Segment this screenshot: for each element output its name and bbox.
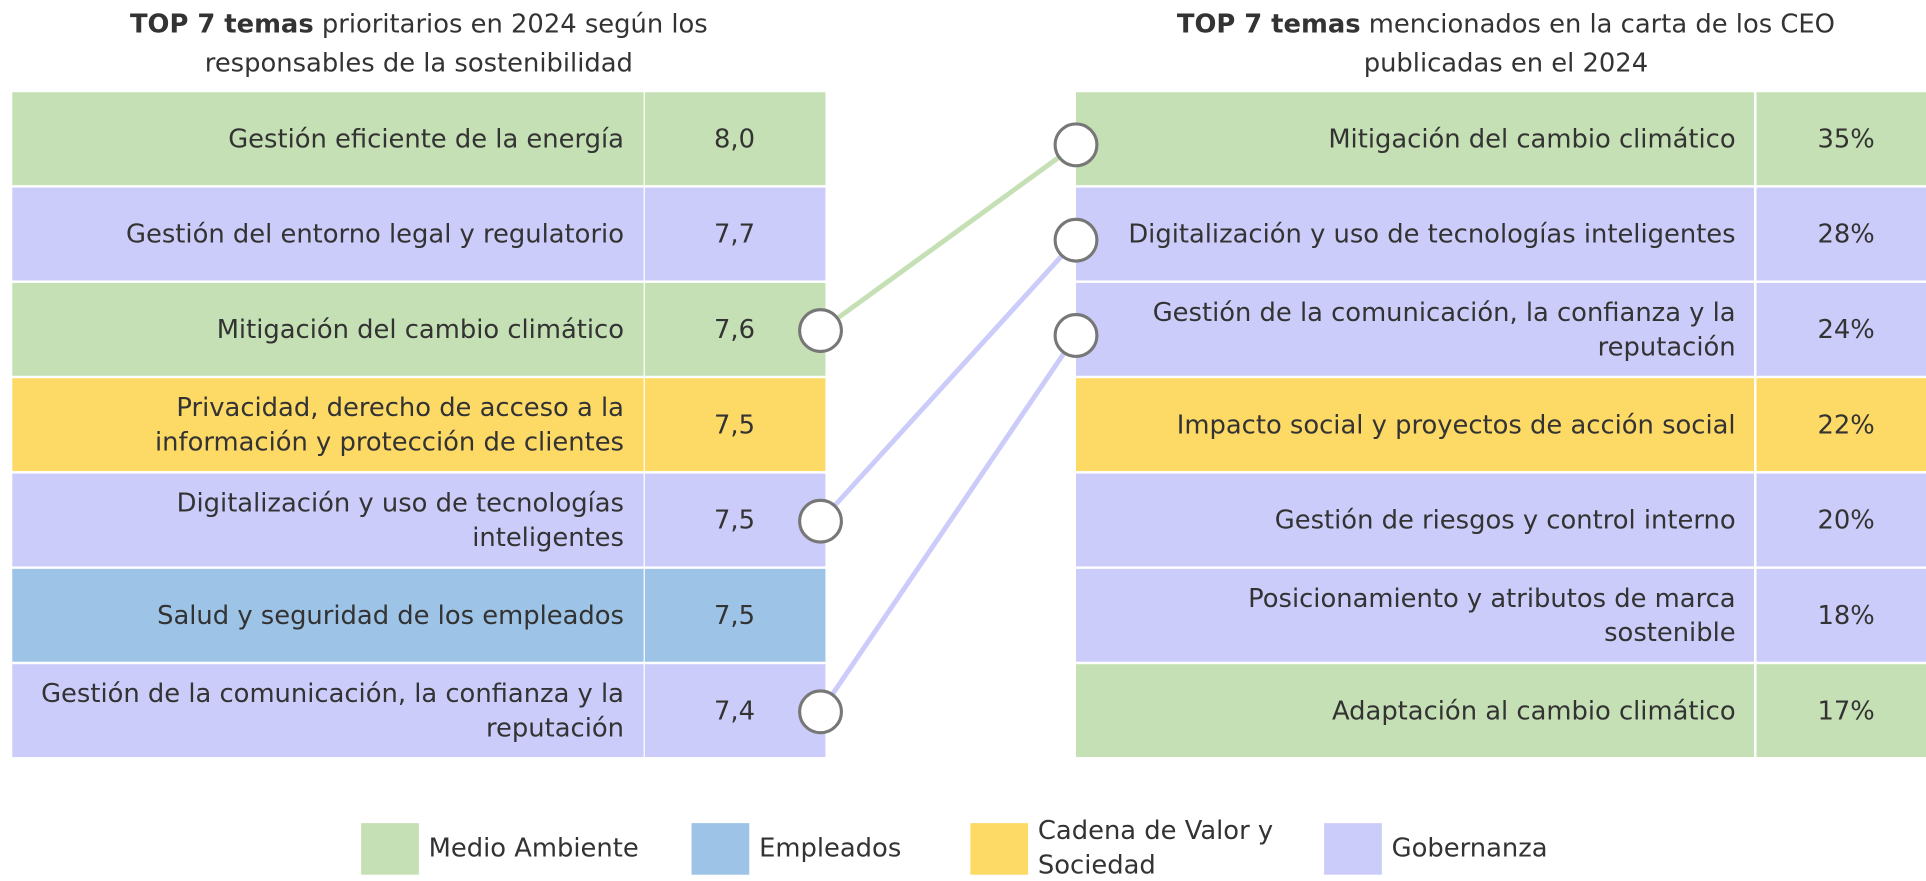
legend-label: Empleados <box>759 833 901 863</box>
row-value-cell <box>644 187 826 281</box>
legend-swatch <box>1324 823 1382 875</box>
row-label-cell <box>1076 568 1755 662</box>
row-value-cell <box>644 473 826 567</box>
row-value: 28% <box>1818 220 1875 250</box>
row-label: reputación <box>1598 332 1736 362</box>
row-label: Digitalización y uso de tecnologías inte… <box>1128 220 1735 250</box>
row-label: inteligentes <box>472 523 624 553</box>
row-value-cell <box>1756 664 1926 758</box>
row-value: 7,7 <box>714 220 755 250</box>
row-label: Mitigación del cambio climático <box>1328 124 1735 154</box>
row-label-cell <box>12 187 644 281</box>
link-node <box>1053 122 1099 168</box>
link-node <box>798 689 843 735</box>
table-title: publicadas en el 2024 <box>1364 49 1648 79</box>
row-label-cell <box>1076 187 1755 281</box>
row-value-cell <box>644 568 826 662</box>
row-value: 18% <box>1818 601 1875 631</box>
table-title: TOP 7 temas mencionados en la carta de l… <box>1177 9 1835 39</box>
legend-swatch <box>691 823 750 875</box>
row-label: reputación <box>486 714 624 744</box>
row-label: Salud y seguridad de los empleados <box>157 601 624 631</box>
title-text: prioritarios en 2024 según los <box>322 9 708 39</box>
row-label: Gestión eficiente de la energía <box>228 124 624 154</box>
row-value-cell <box>1756 378 1926 472</box>
legend-label: Gobernanza <box>1392 833 1548 863</box>
row-value-cell <box>1756 92 1926 186</box>
link-node <box>1053 313 1099 358</box>
row-label: Adaptación al cambio climático <box>1332 696 1736 726</box>
link-line <box>818 238 1078 523</box>
row-value-cell <box>1756 282 1926 376</box>
title-bold: TOP 7 temas <box>1177 9 1361 39</box>
row-value: 22% <box>1818 410 1875 440</box>
link-node <box>798 498 843 544</box>
table-title: TOP 7 temas prioritarios en 2024 según l… <box>130 9 708 39</box>
row-label-cell <box>1076 92 1755 186</box>
row-label: Posicionamiento y atributos de marca <box>1248 584 1735 614</box>
row-label-cell <box>1076 473 1755 567</box>
row-value: 17% <box>1818 696 1875 726</box>
row-value: 24% <box>1818 315 1875 345</box>
row-label-cell <box>12 282 644 376</box>
link-node <box>1053 217 1099 263</box>
row-value: 8,0 <box>714 124 755 154</box>
row-label: Digitalización y uso de tecnologías <box>177 489 624 519</box>
row-label: Gestión del entorno legal y regulatorio <box>126 220 624 250</box>
row-label-cell <box>12 568 644 662</box>
row-label: información y protección de clientes <box>155 428 624 458</box>
row-value-cell <box>1756 187 1926 281</box>
row-label: Mitigación del cambio climático <box>217 315 624 345</box>
link-line <box>819 142 1078 333</box>
row-label: Gestión de la comunicación, la confianza… <box>1153 298 1736 328</box>
link-line <box>818 334 1079 714</box>
row-value-cell <box>1756 568 1926 662</box>
row-label: Gestión de la comunicación, la confianza… <box>41 679 624 709</box>
row-value-cell <box>644 282 826 376</box>
row-label-cell <box>12 473 644 567</box>
row-label: sostenible <box>1604 618 1736 648</box>
row-value: 7,5 <box>714 410 755 440</box>
row-label-cell <box>1076 664 1755 758</box>
row-label-cell <box>12 664 644 758</box>
row-value-cell <box>1756 473 1926 567</box>
legend-label: Cadena de Valor y <box>1038 816 1273 846</box>
row-value: 7,5 <box>714 601 755 631</box>
legend-label: Sociedad <box>1038 851 1156 881</box>
row-value: 7,6 <box>714 315 755 345</box>
legend-swatch <box>361 823 419 875</box>
row-label-cell <box>12 92 644 186</box>
row-label: Impacto social y proyectos de acción soc… <box>1177 410 1736 440</box>
row-label: Privacidad, derecho de acceso a la <box>176 393 624 423</box>
link-node <box>798 308 843 353</box>
row-value: 7,5 <box>714 506 755 536</box>
legend-swatch <box>970 823 1029 875</box>
row-value-cell <box>644 378 826 472</box>
row-value: 20% <box>1818 506 1875 536</box>
title-bold: TOP 7 temas <box>130 9 314 39</box>
row-value: 35% <box>1818 124 1875 154</box>
legend-label: Medio Ambiente <box>429 833 639 863</box>
row-label: Gestión de riesgos y control interno <box>1275 506 1736 536</box>
row-label-cell <box>12 378 644 472</box>
row-value: 7,4 <box>714 696 755 726</box>
table-title: responsables de la sostenibilidad <box>205 49 633 79</box>
row-label-cell <box>1076 282 1755 376</box>
row-value-cell <box>644 92 826 186</box>
row-value-cell <box>644 664 826 758</box>
row-label-cell <box>1076 378 1755 472</box>
title-text: mencionados en la carta de los CEO <box>1369 9 1835 39</box>
